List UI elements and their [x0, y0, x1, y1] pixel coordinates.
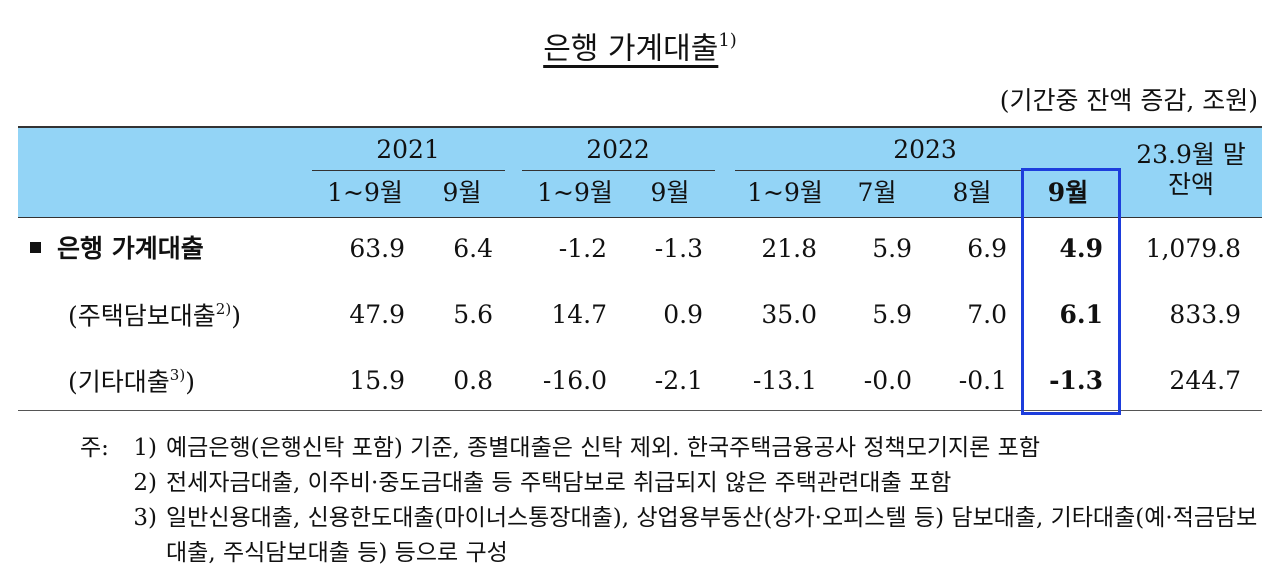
cell: 5.9 [872, 300, 912, 329]
period: 8월 [952, 178, 992, 207]
note-text: 일반신용대출, 신용한도대출(마이너스통장대출), 상업용부동산(상가·오피스텔… [166, 505, 1258, 566]
title: 은행 가계대출 [543, 31, 719, 67]
row-label: 기타대출 [77, 367, 170, 397]
period: 9월 [650, 178, 690, 207]
table-bottom [18, 410, 1262, 411]
cell: 4.9 [1059, 234, 1104, 263]
cell: 7.0 [967, 300, 1007, 329]
period: 1~9월 [537, 178, 613, 207]
cell: -1.3 [654, 234, 703, 263]
cell: 0.9 [663, 300, 703, 329]
row-label: 주택담보대출 [77, 301, 216, 331]
cell: 1,079.8 [1145, 234, 1241, 263]
row-note: 2) [215, 300, 232, 318]
row-prefix: ( [68, 301, 78, 331]
cell: -1.3 [1049, 366, 1103, 395]
cell: -13.1 [752, 366, 817, 395]
year: 2023 [893, 135, 957, 164]
row-label: 은행 가계대출 [57, 234, 204, 263]
note-text: 예금은행(은행신탁 포함) 기준, 종별대출은 신탁 제외. 한국주택금융공사 … [166, 435, 1040, 461]
cell: 47.9 [349, 300, 405, 329]
year-rule [522, 170, 715, 171]
year-rule [735, 170, 1120, 171]
notes-prefix: 주: [80, 435, 109, 461]
cell: -1.2 [558, 234, 607, 263]
row-label: (주택담보대출2)) [68, 302, 241, 329]
row-suffix: ) [185, 367, 195, 397]
bullet [30, 242, 41, 253]
period: 9월 [1047, 178, 1089, 207]
year: 2022 [586, 135, 650, 164]
cell: 35.0 [761, 300, 817, 329]
period: 9월 [442, 178, 482, 207]
cell: 5.9 [872, 234, 912, 263]
note-number: 1) [133, 435, 157, 461]
table-header [18, 126, 1262, 218]
cell: 244.7 [1169, 366, 1241, 395]
note-text: 전세자금대출, 이주비·중도금대출 등 주택담보로 취급되지 않은 주택관련대출… [166, 470, 952, 496]
cell: -0.1 [958, 366, 1007, 395]
note-number: 2) [133, 470, 157, 496]
row-label: 은행 가계대출 [30, 236, 204, 261]
last-column-header: 잔액 [1167, 170, 1214, 199]
cell: 15.9 [349, 366, 405, 395]
cell: 6.1 [1059, 300, 1104, 329]
highlight-box [1021, 168, 1121, 415]
cell: -0.0 [863, 366, 912, 395]
period: 1~9월 [327, 178, 403, 207]
cell: 63.9 [349, 234, 405, 263]
year: 2021 [376, 135, 440, 164]
title-block: 은행 가계대출1) [0, 32, 1280, 65]
year-rule [312, 170, 505, 171]
cell: 14.7 [551, 300, 607, 329]
last-column-header: 23.9월 말 [1136, 140, 1246, 169]
cell: 5.6 [453, 300, 493, 329]
note-number: 3) [133, 505, 157, 531]
cell: 833.9 [1169, 300, 1241, 329]
unit: (기간중 잔액 증감, 조원) [999, 86, 1258, 115]
period: 7월 [857, 178, 897, 207]
row-suffix: ) [231, 301, 241, 331]
cell: 21.8 [761, 234, 817, 263]
cell: -2.1 [654, 366, 703, 395]
row-prefix: ( [68, 367, 78, 397]
cell: 6.9 [967, 234, 1007, 263]
cell: -16.0 [542, 366, 607, 395]
period: 1~9월 [747, 178, 823, 207]
title-note: 1) [718, 30, 737, 51]
cell: 6.4 [453, 234, 493, 263]
row-label: (기타대출3)) [68, 368, 195, 395]
row-note: 3) [169, 366, 186, 384]
cell: 0.8 [453, 366, 493, 395]
